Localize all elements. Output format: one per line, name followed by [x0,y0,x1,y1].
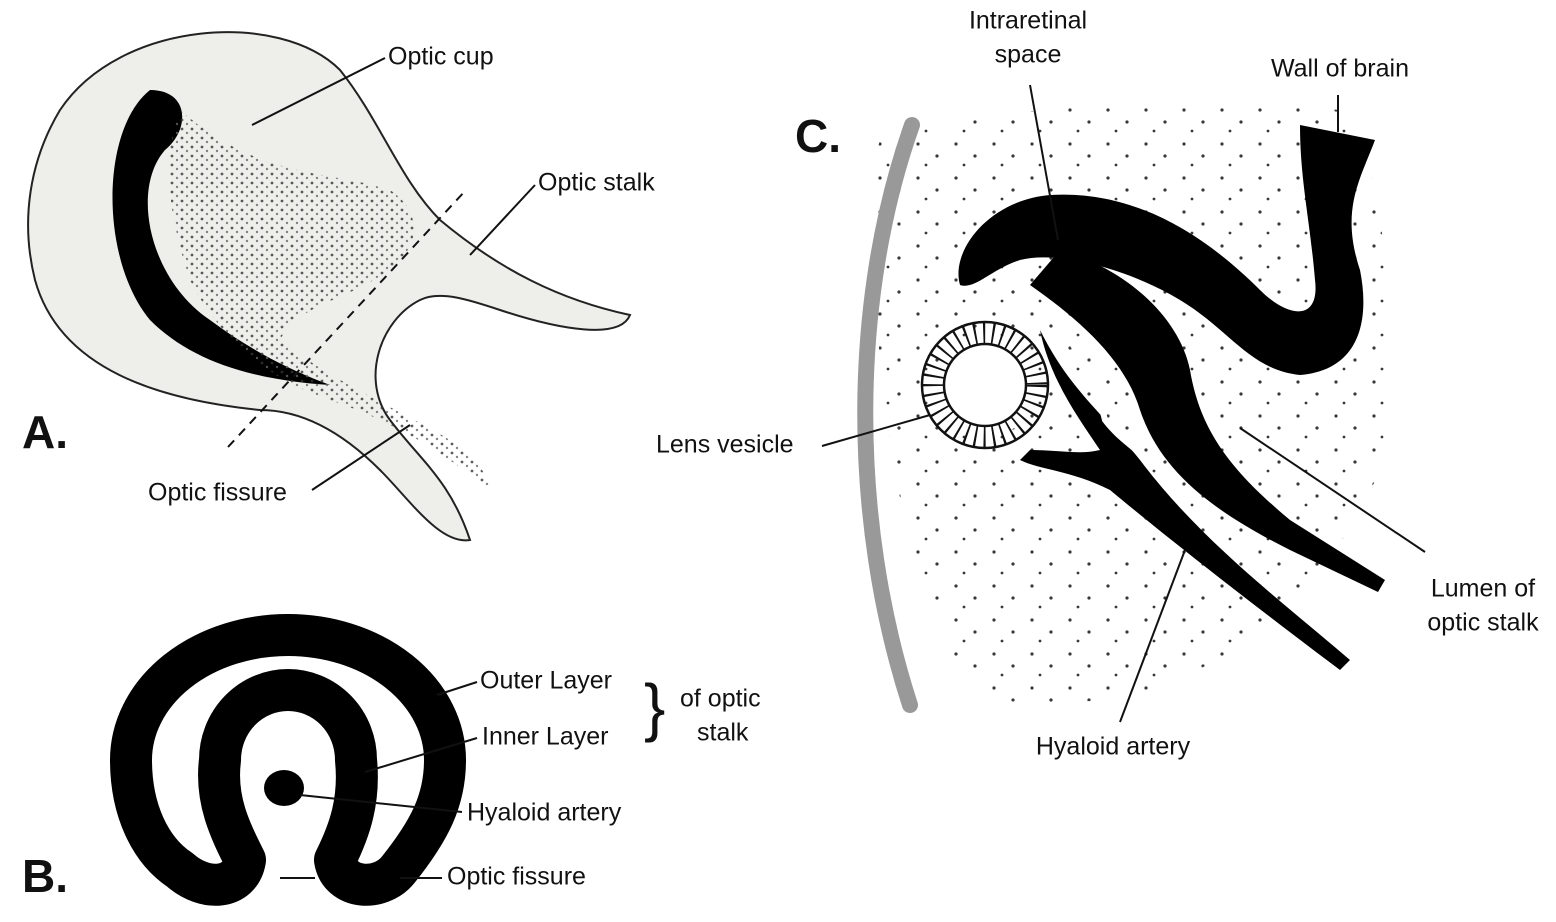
shape [1030,250,1385,592]
shape [110,614,466,906]
leader-line [469,184,536,256]
shape [857,117,920,713]
leader-line [1029,84,1059,241]
leader-line [1239,427,1426,553]
brace-text: of optic [680,685,761,713]
shape [1057,327,1148,462]
annotation: Lens vesicle [656,431,794,459]
shape [227,189,467,448]
annotation: space [995,41,1062,69]
annotation: Lumen of [1431,575,1535,603]
panel-a-drawing [27,31,632,542]
annotation: Outer Layer [480,667,612,695]
annotation: Hyaloid artery [1036,733,1191,761]
annotation: Optic stalk [538,169,655,197]
leader-line [311,424,411,491]
shape [922,322,1048,448]
annotation: Optic fissure [148,479,287,507]
panel-label: B. [22,850,68,902]
panel-b-drawing [110,614,478,906]
leader-line [364,737,478,773]
shape [169,110,490,490]
brace-text: stalk [697,719,749,747]
leader-line [251,57,386,126]
leader-line [299,794,463,813]
shape [920,320,1050,450]
annotation: Hyaloid artery [467,799,622,827]
annotation: Intraretinal [969,7,1087,35]
panel-label: C. [795,110,841,162]
annotation: Optic fissure [447,863,586,891]
shape [1020,330,1350,670]
annotation: Inner Layer [482,723,608,751]
leader-line [1119,549,1186,723]
panel-c-drawing [821,84,1426,723]
shape [264,770,304,806]
brace: } [644,671,665,743]
leader-line [436,681,478,696]
annotation: Wall of brain [1271,55,1409,83]
shape [112,90,330,385]
annotation: optic stalk [1427,609,1539,637]
leader-line [821,414,931,447]
annotation: Optic cup [388,43,494,71]
shape [942,342,1028,428]
panel-label: A. [22,406,68,458]
shape [958,125,1375,375]
